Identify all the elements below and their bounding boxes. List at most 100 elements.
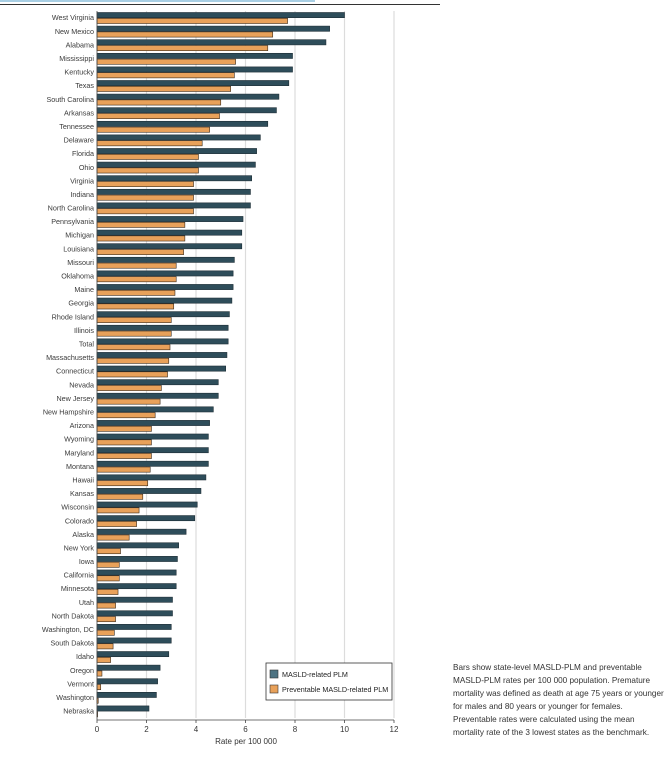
bar-masld (96, 243, 243, 250)
bar-preventable (96, 548, 121, 555)
bar-masld (96, 66, 293, 73)
legend-swatch-preventable (269, 684, 279, 694)
category-label: New Jersey (56, 394, 94, 403)
bar-preventable (96, 439, 152, 446)
bar-preventable (96, 140, 203, 147)
bar-masld (96, 202, 251, 209)
bar-masld (96, 324, 229, 331)
bar-masld (96, 678, 158, 685)
x-tick-label: 2 (144, 725, 149, 734)
category-label: Washington (56, 693, 94, 702)
category-label: Wisconsin (61, 503, 94, 512)
x-axis-title: Rate per 100 000 (215, 737, 277, 746)
category-label: Arkansas (64, 108, 94, 117)
bar-preventable (96, 153, 199, 160)
category-label: New Mexico (55, 27, 94, 36)
category-label: Kentucky (64, 68, 94, 77)
legend-box (265, 662, 393, 701)
bar-preventable (96, 113, 220, 119)
bar-masld (96, 216, 244, 222)
bar-masld (96, 596, 173, 603)
bar-preventable (96, 249, 184, 255)
bar-preventable (96, 357, 170, 364)
category-label: North Carolina (48, 204, 94, 213)
bar-preventable (96, 398, 161, 405)
bar-preventable (96, 344, 171, 351)
figure-note: Bars show state-level MASLD-PLM and prev… (453, 663, 664, 737)
category-label: Tennessee (59, 122, 94, 131)
bar-preventable (96, 235, 186, 242)
category-label: Total (79, 340, 95, 349)
bar-masld (96, 229, 243, 236)
bar-masld (96, 107, 277, 114)
bar-preventable (96, 493, 144, 500)
x-tick-label: 6 (243, 725, 248, 734)
bar-masld (96, 256, 235, 263)
bar-preventable (96, 425, 152, 432)
bar-masld (96, 365, 226, 372)
bar-masld (96, 624, 172, 630)
legend-label-masld: MASLD-related PLM (282, 670, 348, 679)
bar-masld (96, 610, 173, 617)
bar-masld (96, 148, 257, 154)
bar-masld (96, 583, 177, 590)
bar-masld (96, 392, 219, 399)
bar-masld (96, 433, 209, 440)
bar-preventable (96, 31, 274, 38)
bar-masld (96, 297, 233, 304)
category-label: Alaska (72, 530, 94, 539)
bar-masld (96, 270, 234, 277)
bar-preventable (96, 72, 235, 79)
bar-preventable (96, 58, 236, 65)
bar-preventable (96, 126, 210, 133)
x-tick-label: 10 (340, 725, 349, 734)
bar-masld (96, 12, 345, 18)
bar-masld (96, 528, 187, 535)
x-tick-label: 8 (293, 725, 298, 734)
category-label: Virginia (70, 176, 94, 185)
category-label: California (64, 571, 94, 580)
category-label: Delaware (64, 136, 94, 145)
x-tick-label: 12 (390, 725, 399, 734)
category-label: Oregon (70, 666, 94, 675)
x-tick-label: 0 (95, 725, 100, 734)
category-label: Idaho (76, 652, 94, 661)
bar-preventable (96, 221, 186, 228)
bar-preventable (96, 684, 102, 691)
bar-preventable (96, 643, 114, 650)
bar-masld (96, 692, 157, 698)
bar-masld (96, 93, 280, 100)
bars (96, 12, 345, 718)
bar-preventable (96, 534, 130, 541)
bar-masld (96, 474, 207, 481)
bar-preventable (96, 194, 194, 201)
category-label: South Dakota (50, 639, 94, 648)
bar-preventable (96, 276, 177, 283)
bar-preventable (96, 262, 177, 269)
bar-masld (96, 515, 196, 522)
bar-masld (96, 651, 170, 658)
category-label: Mississippi (59, 54, 94, 63)
category-label: Minnesota (61, 584, 94, 593)
bar-preventable (96, 466, 151, 473)
grid-lines (145, 11, 395, 718)
category-label: West Virginia (52, 13, 94, 22)
bar-preventable (96, 289, 176, 296)
category-label: Michigan (65, 231, 94, 240)
category-label: Vermont (67, 679, 94, 688)
x-axis: 0 2 4 6 8 10 12 (95, 11, 399, 734)
bar-masld (96, 406, 214, 413)
bar-preventable (96, 629, 115, 636)
bar-masld (96, 705, 150, 712)
category-label: North Dakota (52, 611, 94, 620)
category-label: Hawaii (72, 475, 94, 484)
bar-masld (96, 25, 330, 32)
category-label: Nebraska (63, 707, 94, 716)
bar-preventable (96, 181, 194, 187)
bar-masld (96, 134, 261, 141)
bar-masld (96, 120, 269, 127)
header-rule (0, 4, 440, 5)
bar-masld (96, 637, 172, 644)
bar-preventable (96, 45, 269, 51)
